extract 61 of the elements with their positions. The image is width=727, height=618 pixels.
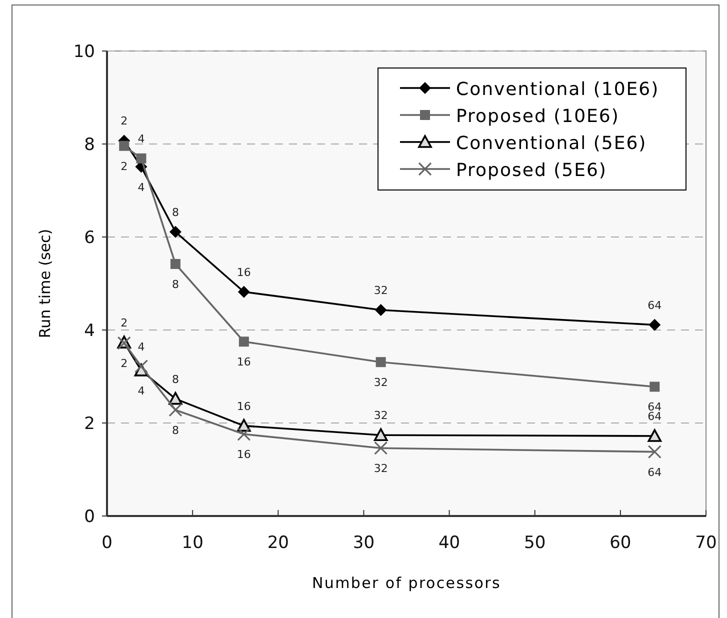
y-tick-label: 8	[84, 135, 95, 155]
point	[648, 429, 662, 442]
point	[134, 359, 148, 374]
x-tick-label: 70	[695, 533, 717, 553]
point	[168, 392, 182, 405]
y-axis-title: Run time (sec)	[36, 228, 54, 338]
y-tick-label: 2	[84, 414, 95, 434]
x-tick-label: 40	[438, 533, 460, 553]
point	[119, 140, 130, 151]
point	[374, 304, 387, 316]
annotation: 2	[120, 316, 128, 330]
point	[169, 226, 182, 238]
point	[648, 445, 662, 459]
y-tick-label: 0	[84, 507, 95, 527]
annotation: 8	[172, 206, 179, 219]
annotation: 2	[120, 114, 128, 128]
legend-label: Conventional (5E6)	[456, 133, 647, 154]
point	[374, 441, 388, 455]
point	[650, 382, 660, 392]
x-tick-label: 20	[267, 533, 289, 553]
annotation: 32	[374, 409, 388, 422]
point	[238, 336, 249, 347]
legend-label: Proposed (10E6)	[456, 106, 620, 127]
y-tick-label: 6	[84, 228, 95, 248]
point	[374, 428, 388, 441]
annotation: 16	[236, 266, 251, 279]
point	[136, 153, 146, 164]
y-tick-label: 4	[84, 321, 95, 341]
point	[168, 403, 182, 417]
annotation: 16	[236, 400, 251, 413]
x-tick-label: 60	[610, 533, 632, 553]
annotation: 16	[236, 448, 251, 462]
point	[170, 258, 180, 269]
annotation: 8	[172, 372, 179, 386]
annotation: 4	[138, 180, 145, 194]
annotation: 64	[648, 466, 662, 479]
point	[238, 286, 250, 298]
point	[376, 357, 386, 368]
annotation: 8	[172, 278, 179, 291]
legend-label: Proposed (5E6)	[456, 160, 607, 181]
annotation: 8	[172, 424, 179, 437]
point	[237, 427, 251, 441]
annotation: 32	[374, 376, 388, 390]
annotation: 4	[138, 132, 145, 146]
x-tick-label: 10	[182, 533, 204, 553]
annotation: 2	[120, 357, 128, 370]
annotation: 4	[138, 384, 145, 398]
annotation: 64	[648, 298, 662, 312]
annotation: 32	[374, 284, 388, 298]
legend-label: Conventional (10E6)	[456, 79, 660, 100]
x-tick-label: 0	[102, 533, 112, 553]
annotation: 4	[138, 340, 145, 354]
annotation: 2	[120, 160, 128, 173]
x-tick-label: 50	[524, 533, 546, 553]
x-tick-label: 30	[352, 533, 375, 553]
point	[648, 318, 661, 331]
annotation: 64	[648, 410, 662, 424]
annotation: 32	[374, 462, 388, 476]
y-tick-label: 10	[73, 42, 95, 62]
x-axis-title: Number of processors	[312, 574, 502, 592]
annotation: 16	[236, 356, 251, 369]
